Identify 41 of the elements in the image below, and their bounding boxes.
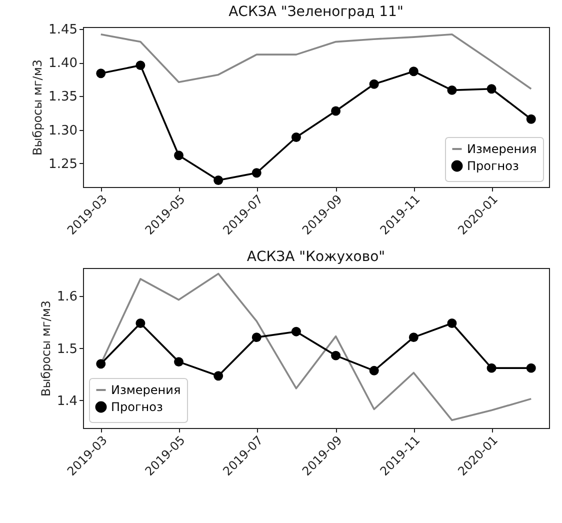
point [214,371,224,381]
point [252,332,262,342]
y-axis-title: Выбросы мг/м3 [30,59,45,156]
point [96,359,106,369]
point [486,84,496,94]
y-axis-title: Выбросы мг/м3 [38,300,53,397]
point [447,318,457,328]
y-tick-label: 1.6 [56,290,78,305]
legend-label: Измерения [111,383,181,397]
point [369,366,379,376]
point [447,85,457,95]
point [331,350,341,360]
legend-label: Измерения [467,142,537,156]
y-tick-label: 1.5 [56,342,78,357]
point [369,79,379,89]
point [96,68,106,78]
point [174,150,184,160]
point [408,332,418,342]
y-tick-label: 1.40 [48,56,78,72]
point [526,114,536,124]
point [526,363,536,373]
point [331,106,341,116]
legend-label: Прогноз [467,159,519,173]
point [408,66,418,76]
point [174,357,184,367]
legend-label: Прогноз [111,400,163,414]
y-tick-label: 1.4 [56,394,78,409]
point [486,363,496,373]
chart-title: АСКЗА "Кожухово" [246,249,386,265]
point [291,326,301,336]
point [136,318,146,328]
y-tick-label: 1.25 [48,156,78,172]
y-tick-label: 1.35 [48,90,78,105]
point [291,132,301,142]
y-tick-label: 1.30 [48,123,78,138]
point [136,60,146,70]
chart-title: АСКЗА "Зеленоград 11" [228,4,404,20]
y-tick-label: 1.45 [48,22,78,38]
line-series [100,33,532,90]
point [252,168,262,178]
point [214,176,224,186]
